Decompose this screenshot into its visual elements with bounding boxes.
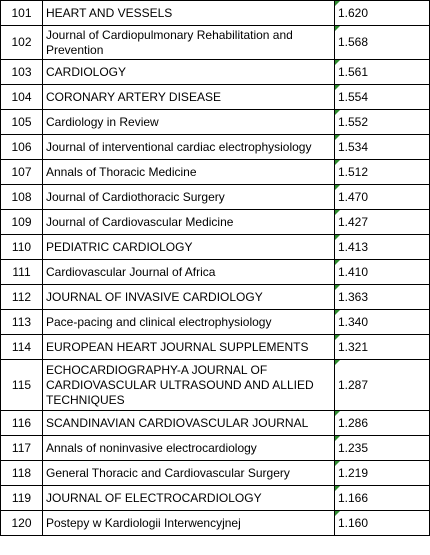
journal-title-cell: Annals of noninvasive electrocardiology xyxy=(42,435,335,461)
table-row: 118 General Thoracic and Cardiovascular S… xyxy=(0,460,430,486)
impact-factor-cell: 1.413 xyxy=(334,234,430,260)
impact-factor-cell: 1.620 xyxy=(334,0,430,26)
table-row: 103 CARDIOLOGY 1.561 xyxy=(0,59,430,85)
impact-factor-cell: 1.286 xyxy=(334,410,430,436)
table-body: 101 HEART AND VESSELS 1.620 102 Journal of C… xyxy=(0,0,430,536)
impact-factor-cell: 1.554 xyxy=(334,84,430,110)
impact-factor-cell: 1.363 xyxy=(334,284,430,310)
table-row: 110 PEDIATRIC CARDIOLOGY 1.413 xyxy=(0,234,430,260)
table-row: 116 SCANDINAVIAN CARDIOVASCULAR JOURNAL 1.… xyxy=(0,410,430,436)
table-row: 108 Journal of Cardiothoracic Surgery 1.47… xyxy=(0,184,430,210)
journal-title-cell: JOURNAL OF INVASIVE CARDIOLOGY xyxy=(42,284,335,310)
impact-factor-cell: 1.321 xyxy=(334,334,430,360)
table-row: 120 Postepy w Kardiologii Interwencyjnej 1… xyxy=(0,510,430,536)
table-row: 115 ECHOCARDIOGRAPHY-A JOURNAL OF CARDIOV… xyxy=(0,359,430,411)
rank-cell: 107 xyxy=(0,159,43,185)
impact-factor-cell: 1.340 xyxy=(334,309,430,335)
rank-cell: 113 xyxy=(0,309,43,335)
rank-cell: 120 xyxy=(0,510,43,536)
table-row: 114 EUROPEAN HEART JOURNAL SUPPLEMENTS 1.3… xyxy=(0,334,430,360)
journal-title-cell: Pace-pacing and clinical electrophysiolo… xyxy=(42,309,335,335)
impact-factor-cell: 1.219 xyxy=(334,460,430,486)
journal-title-cell: Journal of interventional cardiac electr… xyxy=(42,134,335,160)
table-row: 109 Journal of Cardiovascular Medicine 1.4… xyxy=(0,209,430,235)
journal-title-cell: JOURNAL OF ELECTROCARDIOLOGY xyxy=(42,485,335,511)
rank-cell: 112 xyxy=(0,284,43,310)
impact-factor-cell: 1.561 xyxy=(334,59,430,85)
table-row: 113 Pace-pacing and clinical electrophysi… xyxy=(0,309,430,335)
impact-factor-cell: 1.534 xyxy=(334,134,430,160)
impact-factor-cell: 1.427 xyxy=(334,209,430,235)
rank-cell: 114 xyxy=(0,334,43,360)
impact-factor-cell: 1.470 xyxy=(334,184,430,210)
impact-factor-cell: 1.160 xyxy=(334,510,430,536)
impact-factor-cell: 1.568 xyxy=(334,25,430,60)
journal-ranking-table: 101 HEART AND VESSELS 1.620 102 Journal of C… xyxy=(0,0,430,536)
journal-title-cell: Cardiovascular Journal of Africa xyxy=(42,259,335,285)
rank-cell: 101 xyxy=(0,0,43,26)
impact-factor-cell: 1.166 xyxy=(334,485,430,511)
rank-cell: 110 xyxy=(0,234,43,260)
journal-title-cell: Postepy w Kardiologii Interwencyjnej xyxy=(42,510,335,536)
journal-title-cell: Annals of Thoracic Medicine xyxy=(42,159,335,185)
impact-factor-cell: 1.410 xyxy=(334,259,430,285)
table-row: 104 CORONARY ARTERY DISEASE 1.554 xyxy=(0,84,430,110)
journal-title-cell: Journal of Cardiovascular Medicine xyxy=(42,209,335,235)
rank-cell: 108 xyxy=(0,184,43,210)
rank-cell: 102 xyxy=(0,25,43,60)
rank-cell: 104 xyxy=(0,84,43,110)
journal-title-cell: ECHOCARDIOGRAPHY-A JOURNAL OF CARDIOVASC… xyxy=(42,359,335,411)
journal-title-cell: EUROPEAN HEART JOURNAL SUPPLEMENTS xyxy=(42,334,335,360)
rank-cell: 118 xyxy=(0,460,43,486)
rank-cell: 111 xyxy=(0,259,43,285)
rank-cell: 115 xyxy=(0,359,43,411)
rank-cell: 119 xyxy=(0,485,43,511)
rank-cell: 116 xyxy=(0,410,43,436)
rank-cell: 109 xyxy=(0,209,43,235)
table-row: 111 Cardiovascular Journal of Africa 1.410 xyxy=(0,259,430,285)
journal-title-cell: SCANDINAVIAN CARDIOVASCULAR JOURNAL xyxy=(42,410,335,436)
rank-cell: 117 xyxy=(0,435,43,461)
impact-factor-cell: 1.235 xyxy=(334,435,430,461)
table-row: 119 JOURNAL OF ELECTROCARDIOLOGY 1.166 xyxy=(0,485,430,511)
table-row: 105 Cardiology in Review 1.552 xyxy=(0,109,430,135)
journal-title-cell: General Thoracic and Cardiovascular Surg… xyxy=(42,460,335,486)
journal-title-cell: HEART AND VESSELS xyxy=(42,0,335,26)
rank-cell: 106 xyxy=(0,134,43,160)
table-row: 112 JOURNAL OF INVASIVE CARDIOLOGY 1.363 xyxy=(0,284,430,310)
impact-factor-cell: 1.512 xyxy=(334,159,430,185)
journal-title-cell: PEDIATRIC CARDIOLOGY xyxy=(42,234,335,260)
table-row: 101 HEART AND VESSELS 1.620 xyxy=(0,0,430,26)
journal-title-cell: CORONARY ARTERY DISEASE xyxy=(42,84,335,110)
rank-cell: 105 xyxy=(0,109,43,135)
impact-factor-cell: 1.287 xyxy=(334,359,430,411)
table-row: 117 Annals of noninvasive electrocardiolo… xyxy=(0,435,430,461)
impact-factor-cell: 1.552 xyxy=(334,109,430,135)
journal-title-cell: CARDIOLOGY xyxy=(42,59,335,85)
table-row: 107 Annals of Thoracic Medicine 1.512 xyxy=(0,159,430,185)
journal-title-cell: Journal of Cardiopulmonary Rehabilitatio… xyxy=(42,25,335,60)
journal-title-cell: Cardiology in Review xyxy=(42,109,335,135)
journal-title-cell: Journal of Cardiothoracic Surgery xyxy=(42,184,335,210)
rank-cell: 103 xyxy=(0,59,43,85)
table-row: 102 Journal of Cardiopulmonary Rehabilita… xyxy=(0,25,430,60)
table-row: 106 Journal of interventional cardiac ele… xyxy=(0,134,430,160)
